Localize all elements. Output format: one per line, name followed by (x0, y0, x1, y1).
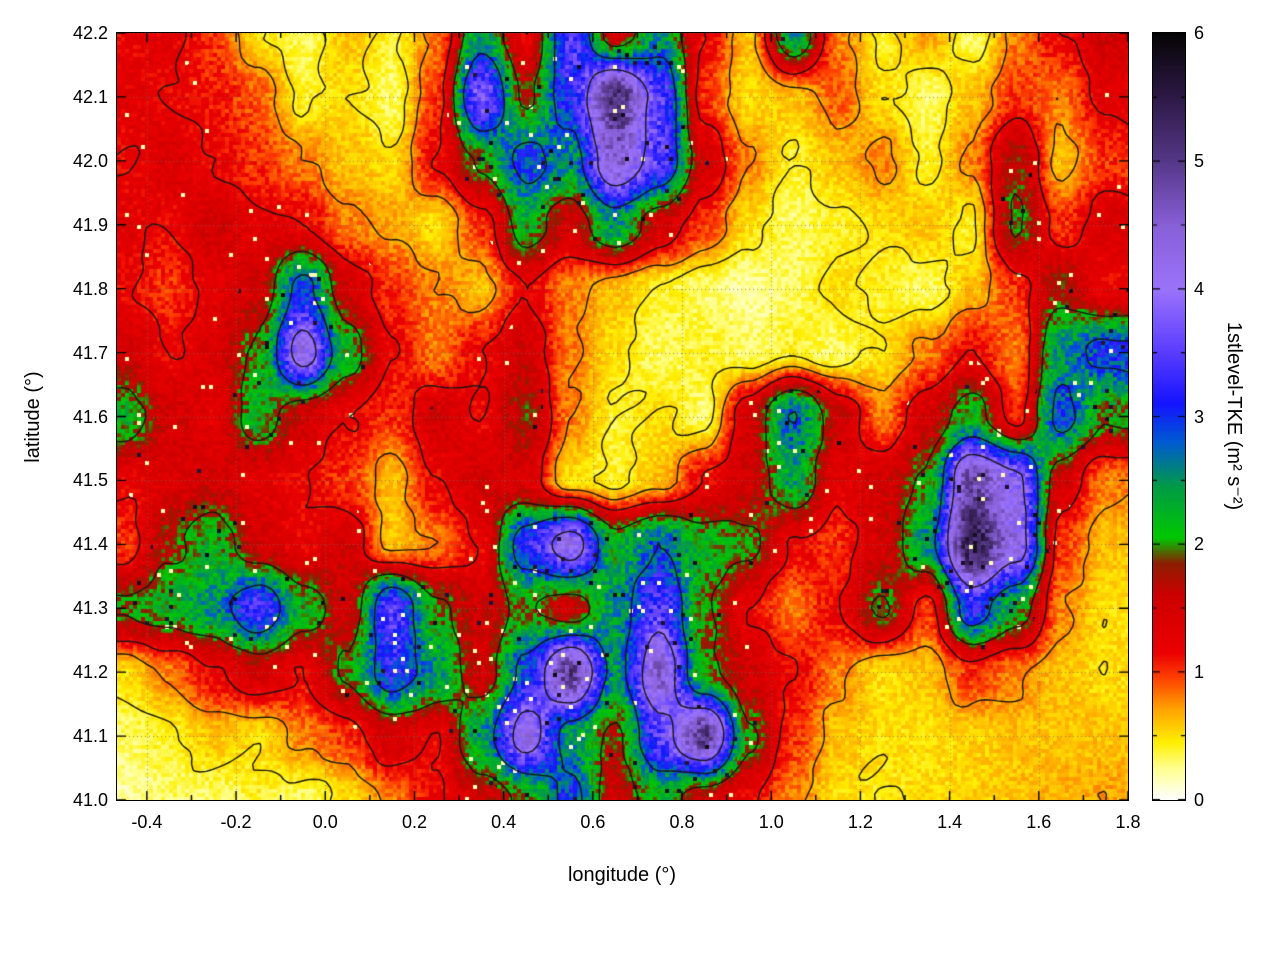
x-tick-label: 0.0 (312, 812, 338, 832)
x-tick-label: 1.4 (937, 812, 963, 832)
cb-tick-label: 4 (1194, 278, 1205, 299)
x-tick-label: 1.2 (847, 812, 873, 832)
y-tick-label: 41.3 (72, 598, 108, 619)
colorbar (1152, 32, 1186, 801)
y-tick-label: 41.1 (72, 726, 108, 747)
x-tick-label: 1.8 (1115, 812, 1141, 832)
colorbar-canvas (1153, 33, 1185, 800)
y-tick-label: 42.0 (72, 150, 108, 171)
cb-tick-label: 1 (1194, 662, 1205, 683)
x-tick-label: -0.4 (131, 812, 163, 832)
heatmap-canvas (117, 33, 1128, 800)
plot-area (116, 32, 1129, 801)
x-tick-label: 0.8 (669, 812, 695, 832)
cb-tick-label: 2 (1194, 534, 1205, 555)
y-tick-label: 41.5 (72, 470, 108, 491)
cb-tick-label: 3 (1194, 406, 1205, 427)
x-tick-label: 0.4 (491, 812, 517, 832)
y-tick-label: 41.7 (72, 342, 108, 363)
x-tick-label: 0.2 (401, 812, 427, 832)
y-tick-label: 41.6 (72, 406, 108, 427)
y-tick-label: 41.4 (72, 534, 108, 555)
x-axis-label: longitude (°) (567, 864, 677, 886)
y-tick-label: 41.2 (72, 662, 108, 683)
y-tick-label: 41.0 (72, 790, 108, 810)
x-tick-label: -0.2 (220, 812, 252, 832)
y-tick-label: 41.8 (72, 278, 108, 299)
x-tick-label: 1.6 (1026, 812, 1052, 832)
x-tick-label: 1.0 (758, 812, 784, 832)
x-tick-label: 0.6 (580, 812, 606, 832)
cb-tick-label: 6 (1194, 23, 1205, 43)
y-tick-label: 42.1 (72, 86, 108, 107)
y-tick-label: 42.2 (72, 23, 108, 43)
cb-tick-label: 0 (1194, 790, 1205, 810)
cb-tick-label: 5 (1194, 150, 1205, 171)
y-tick-label: 41.9 (72, 214, 108, 235)
